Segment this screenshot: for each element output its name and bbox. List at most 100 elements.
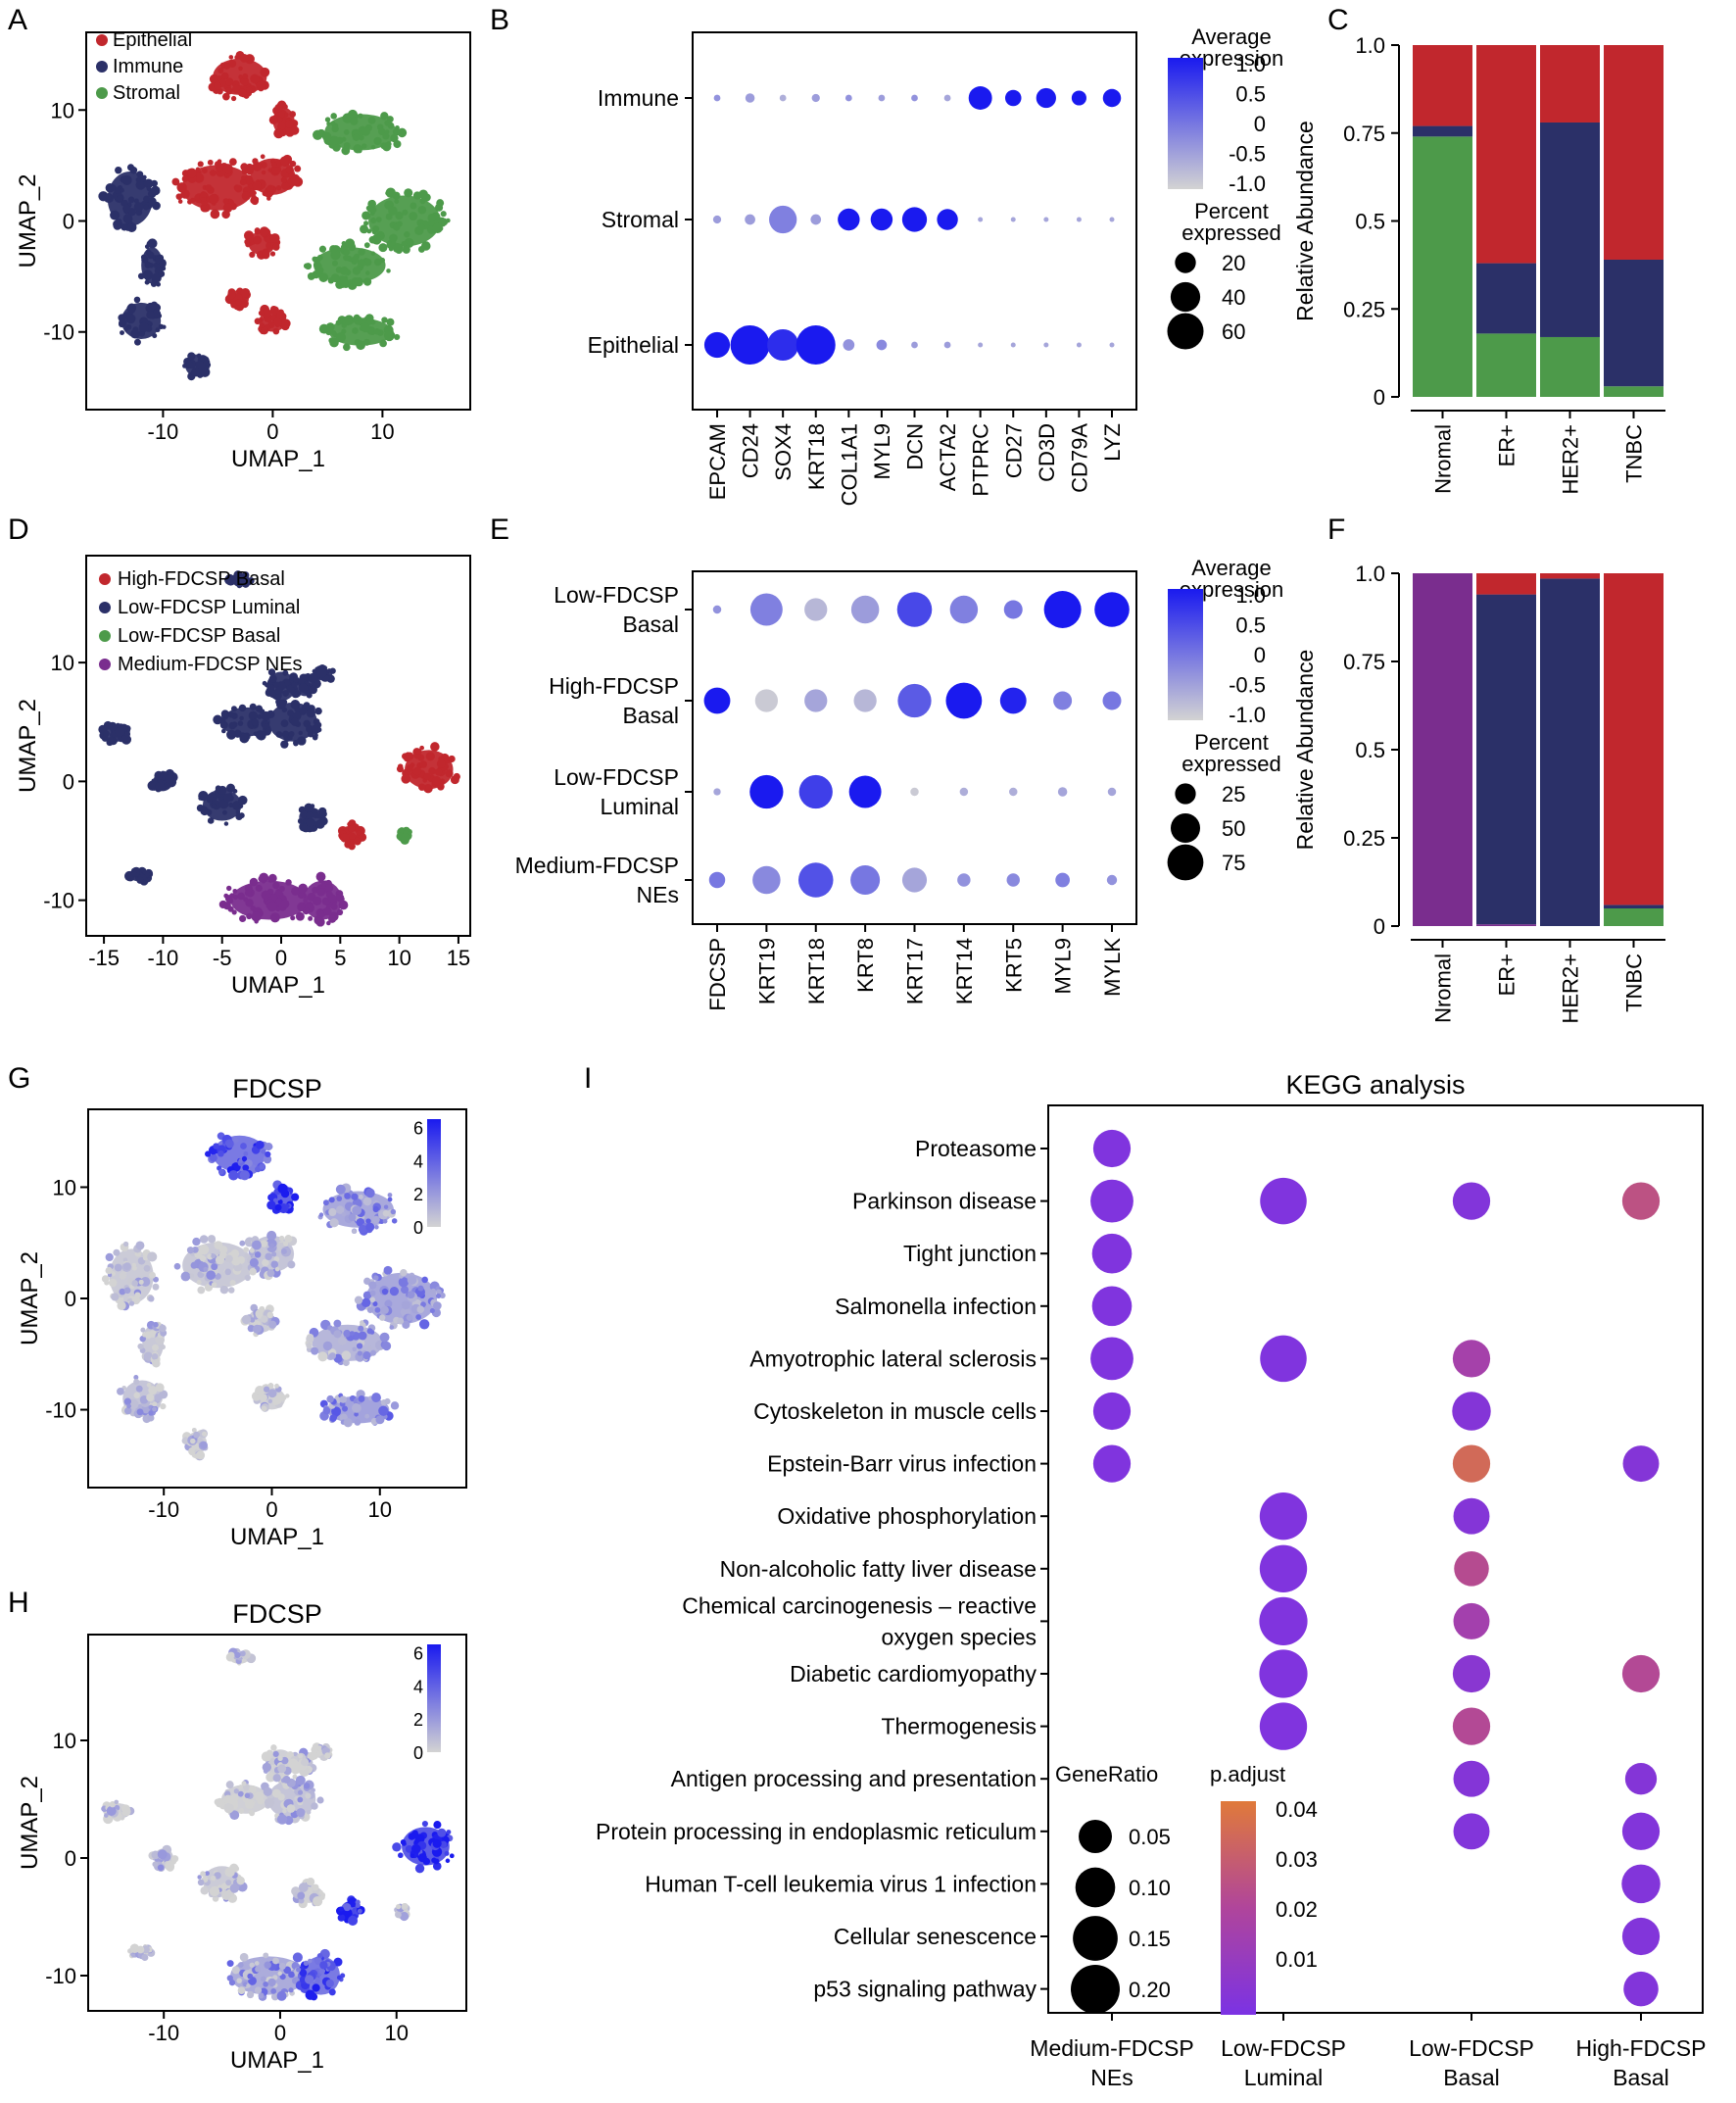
cell-point bbox=[252, 1324, 262, 1334]
cell-point bbox=[223, 1794, 233, 1804]
cell-point bbox=[306, 1342, 313, 1349]
cell-point bbox=[291, 681, 298, 688]
size-legend-dot bbox=[1170, 812, 1201, 844]
dot-stromal-cd3d bbox=[1043, 217, 1049, 222]
dot-antigen-processing-and-presentation-high-fdcsp-basal bbox=[1624, 1763, 1658, 1795]
cell-point bbox=[436, 1293, 442, 1299]
cell-point bbox=[439, 1292, 446, 1298]
cell-point bbox=[343, 254, 350, 262]
cell-point bbox=[201, 168, 208, 174]
cell-point bbox=[313, 733, 318, 738]
cell-point bbox=[412, 766, 422, 776]
dot-antigen-processing-and-presentation-low-fdcsp-basal bbox=[1453, 1760, 1490, 1797]
cell-point bbox=[326, 668, 332, 673]
cell-point bbox=[399, 1911, 410, 1922]
bar-er-epithelial bbox=[1476, 45, 1536, 264]
cell-point bbox=[229, 893, 235, 899]
cell-point bbox=[269, 1243, 275, 1248]
cell-point bbox=[272, 327, 280, 335]
cell-point bbox=[173, 180, 179, 186]
cell-point bbox=[223, 793, 233, 803]
dot-immune-acta2 bbox=[943, 94, 951, 102]
dot-epithelial-cd24 bbox=[730, 325, 770, 365]
legend-swatch bbox=[96, 34, 108, 46]
cell-point bbox=[239, 733, 250, 744]
cell-point bbox=[410, 1853, 415, 1859]
cell-point bbox=[229, 1883, 240, 1893]
cell-point bbox=[225, 1141, 234, 1149]
y-tick-label: -10 bbox=[43, 889, 74, 913]
cell-point bbox=[330, 113, 337, 120]
cell-point bbox=[153, 1276, 159, 1283]
dot-low-fdcsp-luminal-fdcsp bbox=[713, 788, 721, 796]
umap-cluster-cluster-0 bbox=[205, 1132, 273, 1181]
panel-g-umap-fdcsp: -10 0 10 10 0 -10 UMAP_1 UMAP_2 FDCSP 6 4 2 0 bbox=[17, 1074, 467, 1550]
cell-point bbox=[393, 139, 402, 149]
umap-cluster-epithelial bbox=[208, 50, 270, 102]
dot-immune-epcam bbox=[713, 94, 721, 102]
x-tick-label: 5 bbox=[334, 946, 346, 970]
cell-point bbox=[143, 178, 154, 189]
cell-point bbox=[365, 1222, 375, 1232]
cell-point bbox=[398, 1277, 410, 1288]
cell-point bbox=[265, 727, 272, 734]
cell-point bbox=[280, 1756, 289, 1765]
cell-point bbox=[237, 88, 247, 97]
dot-low-fdcsp-luminal-mylk bbox=[1107, 787, 1117, 797]
cell-point bbox=[225, 1880, 232, 1886]
cell-point bbox=[296, 1967, 302, 1973]
umap-cluster-cluster-1 bbox=[261, 1744, 299, 1785]
cell-point bbox=[260, 154, 265, 160]
term-label-non-alcoholic-fatty-liver-disease: Non-alcoholic fatty liver disease bbox=[720, 1556, 1037, 1582]
cell-point bbox=[240, 299, 249, 309]
cell-point bbox=[237, 795, 248, 806]
dot-parkinson-disease-low-fdcsp-basal bbox=[1452, 1182, 1491, 1220]
cell-point bbox=[267, 1978, 276, 1987]
dot-immune-myl9 bbox=[878, 94, 886, 102]
cell-point bbox=[342, 1359, 350, 1367]
dot-parkinson-disease-medium-fdcsp-nes bbox=[1090, 1179, 1133, 1223]
cell-point bbox=[386, 318, 395, 326]
gene-label-krt18: KRT18 bbox=[804, 938, 829, 1004]
cell-point bbox=[239, 914, 247, 922]
umap-cluster-cluster-6 bbox=[101, 1799, 135, 1825]
cell-point bbox=[252, 1240, 262, 1250]
dot-diabetic-cardiomyopathy-high-fdcsp-basal bbox=[1621, 1654, 1661, 1693]
cell-point bbox=[138, 1279, 144, 1285]
cell-point bbox=[226, 1960, 234, 1968]
cell-point bbox=[317, 1351, 328, 1362]
legend-label: Immune bbox=[113, 56, 183, 77]
cell-point bbox=[122, 1241, 129, 1247]
cell-point bbox=[420, 1301, 426, 1308]
cell-point bbox=[312, 1983, 320, 1992]
cell-point bbox=[298, 1883, 309, 1892]
cell-point bbox=[214, 1273, 221, 1280]
cell-point bbox=[325, 322, 335, 331]
cell-point bbox=[298, 883, 309, 894]
cell-point bbox=[343, 248, 351, 256]
cell-point bbox=[387, 122, 395, 129]
dot-high-fdcsp-basal-krt18 bbox=[804, 689, 828, 712]
colorbar-tick-label: 2 bbox=[413, 1710, 423, 1730]
cell-point bbox=[121, 223, 128, 231]
cell-point bbox=[259, 1163, 265, 1170]
umap-cluster-cluster-13 bbox=[319, 1390, 400, 1428]
y-tick-label: 0 bbox=[65, 1846, 76, 1871]
cell-point bbox=[311, 1802, 318, 1810]
cell-point bbox=[327, 894, 337, 904]
plot-title: FDCSP bbox=[232, 1074, 322, 1103]
gene-label-mylk: MYLK bbox=[1100, 938, 1125, 997]
cell-point bbox=[226, 897, 234, 905]
cell-point bbox=[147, 1251, 158, 1262]
cell-point bbox=[315, 812, 322, 819]
cell-point bbox=[239, 1952, 249, 1962]
cell-point bbox=[152, 1401, 158, 1407]
cell-point bbox=[338, 900, 349, 910]
cell-point bbox=[117, 1388, 124, 1395]
cell-point bbox=[249, 251, 256, 259]
cell-point bbox=[336, 908, 344, 916]
cell-point bbox=[104, 1813, 109, 1818]
cell-point bbox=[432, 222, 443, 233]
cell-point bbox=[306, 1335, 314, 1344]
colorbar-tick-label: 0.02 bbox=[1276, 1897, 1318, 1922]
